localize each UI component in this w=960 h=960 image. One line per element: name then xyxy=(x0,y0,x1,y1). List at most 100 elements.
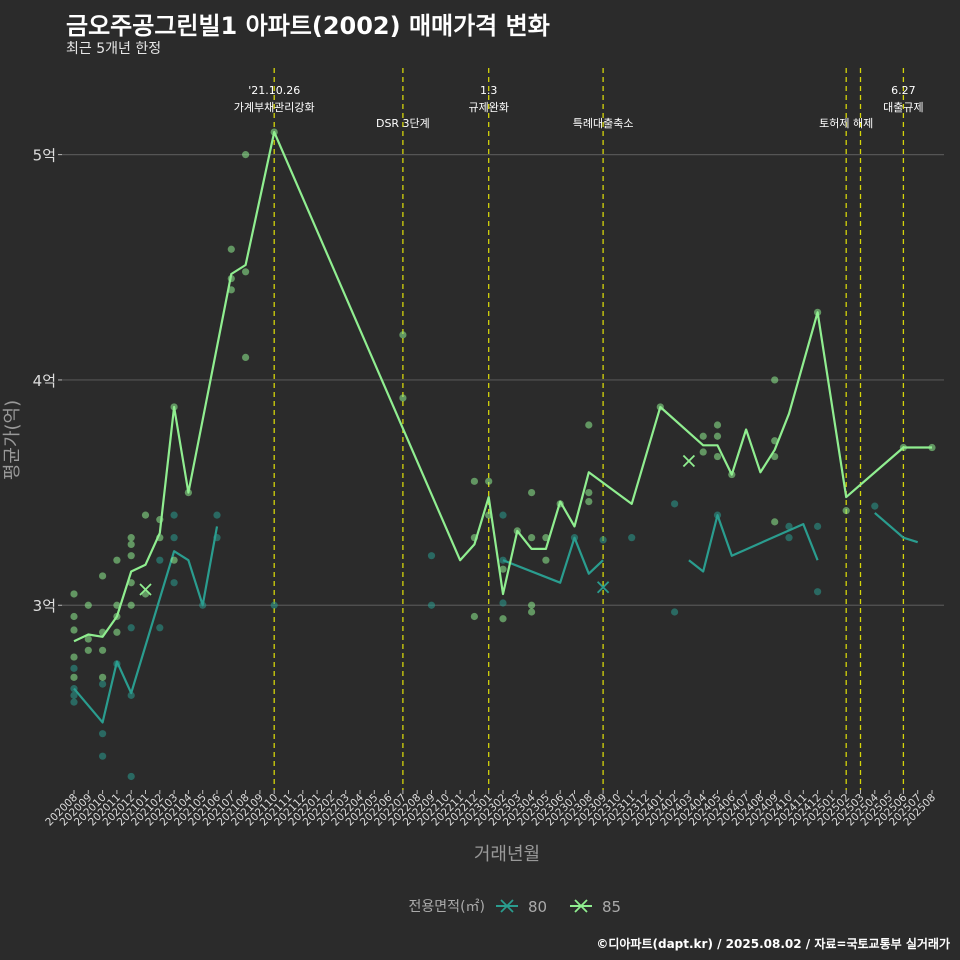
data-point xyxy=(771,452,779,461)
data-point xyxy=(156,556,164,564)
data-point xyxy=(427,552,436,560)
grid-layer xyxy=(62,154,944,606)
data-point xyxy=(771,376,779,384)
policy-lines xyxy=(273,68,905,790)
legend-key-80 xyxy=(496,899,518,913)
data-point xyxy=(127,772,135,781)
data-point xyxy=(99,646,107,654)
data-point xyxy=(84,646,92,654)
series-line xyxy=(73,131,932,643)
data-point xyxy=(170,511,178,519)
policy-label: DSR 3단계 xyxy=(376,117,430,130)
cross-stroke xyxy=(139,583,152,596)
data-point xyxy=(84,601,92,609)
cross-marker xyxy=(139,583,152,596)
data-point xyxy=(99,680,107,688)
data-point xyxy=(485,477,493,485)
policy-label: 대출규제 xyxy=(883,101,923,114)
policy-label: 6.27 xyxy=(891,84,916,97)
data-point xyxy=(70,653,78,661)
data-point xyxy=(99,572,107,580)
x-axis-label: 거래년월 xyxy=(474,844,540,865)
legend-title: 전용면적(㎡) xyxy=(409,899,485,915)
data-point xyxy=(127,691,135,699)
cross-stroke xyxy=(596,581,610,594)
data-point xyxy=(528,601,536,609)
data-point xyxy=(156,624,164,632)
legend: 전용면적(㎡) 80 85 xyxy=(409,898,622,916)
data-point xyxy=(499,599,507,607)
data-point xyxy=(585,488,593,497)
data-point xyxy=(470,612,478,621)
data-point xyxy=(671,500,679,508)
data-point xyxy=(70,673,78,681)
policy-label: 가계부채관리강화 xyxy=(234,101,315,114)
data-point xyxy=(399,331,407,339)
data-point xyxy=(99,730,107,738)
data-point xyxy=(542,556,550,564)
y-axis-label: 평균가(억) xyxy=(2,400,23,480)
data-point xyxy=(499,615,507,623)
data-point xyxy=(528,534,536,542)
policy-label: 특례대출축소 xyxy=(573,117,634,130)
source-caption: ©디아파트(dapt.kr) / 2025.08.02 / 자료=국토교통부 실… xyxy=(596,937,950,951)
data-point xyxy=(785,534,793,542)
data-point xyxy=(585,498,593,506)
data-point xyxy=(99,752,107,760)
data-point xyxy=(871,502,879,510)
data-point xyxy=(70,664,78,672)
data-point xyxy=(70,590,78,598)
data-point xyxy=(127,534,135,542)
legend-cross xyxy=(500,899,514,913)
series-line xyxy=(688,514,819,573)
data-point xyxy=(113,628,121,636)
policy-label: 토허제 해제 xyxy=(819,116,873,130)
data-point xyxy=(842,507,850,515)
data-point xyxy=(113,556,121,564)
y-tick-label: 5억 xyxy=(33,147,56,165)
axis-layer: 3억4억5억2020082020092020102020112020122021… xyxy=(33,147,938,829)
data-point xyxy=(699,432,707,440)
data-point xyxy=(628,534,636,542)
series-line xyxy=(502,536,604,584)
data-point xyxy=(70,691,78,699)
data-point xyxy=(713,432,722,440)
data-point xyxy=(785,522,793,530)
cross-marker xyxy=(682,454,696,468)
data-point xyxy=(242,353,250,362)
data-point xyxy=(671,608,679,616)
y-tick-label: 4억 xyxy=(33,372,56,390)
legend-key-85 xyxy=(570,899,592,913)
data-point xyxy=(127,601,135,609)
data-point xyxy=(599,536,607,544)
data-point xyxy=(499,511,507,519)
data-point xyxy=(528,608,536,616)
data-point xyxy=(242,268,250,276)
cross-marker xyxy=(596,581,610,594)
data-point xyxy=(528,488,536,497)
policy-label: 1.3 xyxy=(480,84,498,97)
legend-label: 80 xyxy=(528,898,547,916)
data-point xyxy=(399,394,407,402)
data-point xyxy=(141,511,150,519)
data-point xyxy=(127,540,135,549)
chart-title: 금오주공그린빌1 아파트(2002) 매매가격 변화 xyxy=(66,12,550,40)
legend-cross xyxy=(574,899,588,913)
data-point xyxy=(70,612,78,621)
cross-stroke xyxy=(682,454,696,468)
data-point xyxy=(113,601,121,609)
data-point xyxy=(242,151,250,159)
data-point xyxy=(170,534,178,542)
data-point xyxy=(585,421,593,429)
policy-label: 규제완화 xyxy=(468,101,508,114)
policy-label: '21.10.26 xyxy=(248,84,300,97)
data-point xyxy=(470,477,478,485)
data-point xyxy=(814,588,822,596)
series-layer xyxy=(70,128,936,781)
data-point xyxy=(814,522,822,530)
data-point xyxy=(270,601,278,609)
data-point xyxy=(699,448,707,456)
series-85 xyxy=(70,128,936,681)
